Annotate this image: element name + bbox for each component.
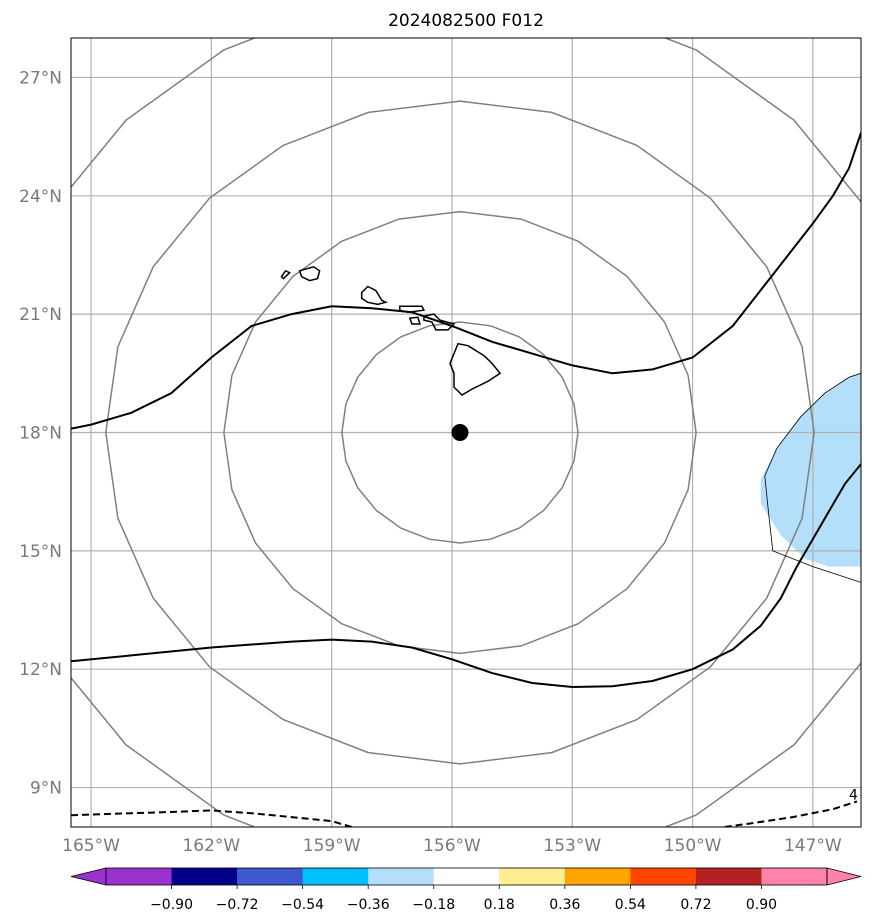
colorbar-label: 0.18 — [484, 897, 515, 913]
colorbar-label: −0.72 — [216, 897, 259, 913]
colorbar-swatch — [237, 868, 304, 885]
island-maui — [423, 313, 456, 331]
colorbar-label: 0.36 — [549, 897, 580, 913]
shaded-regions — [760, 373, 861, 567]
plot-area: 4 — [70, 37, 862, 828]
range-ring-1 — [341, 321, 579, 544]
y-tick-label: 21°N — [19, 305, 62, 325]
contour-line-1 — [71, 463, 861, 689]
y-tick-label: 27°N — [19, 68, 62, 88]
x-tick-label: 159°W — [303, 836, 361, 856]
y-tick-label: 18°N — [19, 424, 62, 444]
x-tick-label: 162°W — [182, 836, 240, 856]
y-tick-label: 15°N — [19, 542, 62, 562]
contour-line-2 — [71, 809, 352, 827]
colorbar-extend-high — [826, 867, 862, 886]
colorbar-swatch — [630, 868, 697, 885]
colorbar-swatch — [695, 868, 762, 885]
storm-center-marker — [451, 424, 469, 441]
x-tick-label: 156°W — [423, 836, 481, 856]
y-tick-label: 24°N — [19, 187, 62, 207]
island-hawaii — [449, 342, 502, 396]
x-tick-labels: 165°W 162°W 159°W 156°W 153°W 150°W 147°W — [62, 836, 842, 856]
y-tick-label: 12°N — [19, 660, 62, 680]
colorbar-label: 0.72 — [680, 897, 711, 913]
island-kauai — [298, 265, 321, 282]
boundary-lines — [764, 372, 861, 583]
colorbar-swatch — [106, 868, 173, 885]
island-kauai-niihau-a — [280, 269, 291, 280]
colorbar-swatch — [433, 868, 500, 885]
island-lanai — [408, 316, 421, 325]
island-oahu — [360, 285, 388, 306]
y-tick-label: 9°N — [30, 779, 62, 799]
colorbar-swatch — [499, 868, 566, 885]
x-tick-label: 147°W — [784, 836, 842, 856]
range-rings — [71, 38, 861, 827]
map-title: 2024082500 F012 — [388, 11, 544, 31]
colorbar-swatch — [302, 868, 369, 885]
gridlines — [71, 38, 861, 827]
colorbar-swatch — [564, 868, 631, 885]
contour-label: 4 — [849, 787, 858, 803]
x-tick-label: 153°W — [543, 836, 601, 856]
colorbar-swatch — [761, 868, 828, 885]
contour-line-3 — [724, 800, 858, 827]
island-molokai — [399, 305, 426, 313]
plot-frame — [70, 37, 862, 828]
colorbar-label: 0.54 — [615, 897, 646, 913]
colorbar-label: 0.90 — [746, 897, 777, 913]
range-ring-4 — [71, 38, 861, 827]
shaded-region-0 — [760, 373, 861, 567]
x-tick-label: 150°W — [664, 836, 722, 856]
region-boundary-0 — [764, 372, 861, 583]
colorbar-label: −0.54 — [281, 897, 324, 913]
island-outlines — [280, 265, 502, 396]
colorbar-frame — [105, 867, 828, 886]
center-marker-layer — [451, 424, 469, 441]
contour-lines: 4 — [71, 132, 861, 827]
colorbar-swatch — [171, 868, 238, 885]
colorbar-label: −0.90 — [150, 897, 193, 913]
colorbar-label: −0.18 — [412, 897, 455, 913]
colorbar: −0.90 −0.72 −0.54 −0.36 −0.18 0.18 0.36 0.54 0.7… — [70, 867, 862, 913]
colorbar-extend-low — [70, 867, 107, 886]
x-tick-label: 165°W — [62, 836, 120, 856]
range-ring-2 — [223, 210, 697, 655]
range-ring-3 — [105, 100, 815, 765]
contour-line-0 — [71, 132, 861, 430]
colorbar-swatch — [368, 868, 435, 885]
colorbar-label: −0.36 — [347, 897, 390, 913]
y-tick-labels: 27°N 24°N 21°N 18°N 15°N 12°N 9°N — [19, 68, 62, 798]
